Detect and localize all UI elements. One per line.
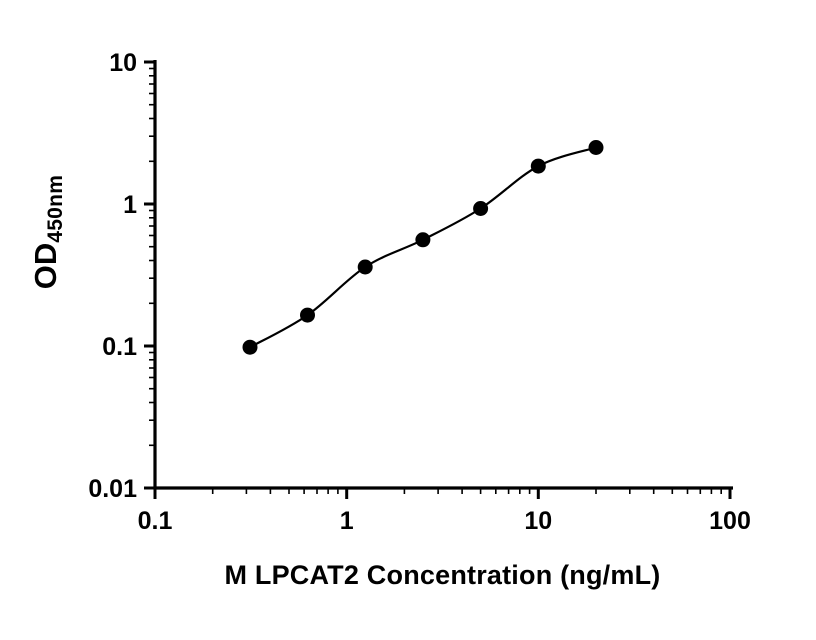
data-point-marker <box>530 158 546 174</box>
y-axis-title-subscript: 450nm <box>44 174 67 243</box>
data-point-marker <box>415 232 431 248</box>
data-point-marker <box>357 259 373 275</box>
data-point-marker <box>300 307 315 323</box>
x-axis-title: M LPCAT2 Concentration (ng/mL) <box>224 560 661 590</box>
svg-text:0.01: 0.01 <box>88 475 137 503</box>
svg-text:10: 10 <box>109 49 137 77</box>
svg-text:10: 10 <box>524 507 552 535</box>
svg-text:0.1: 0.1 <box>102 333 137 361</box>
y-axis-title-main: OD <box>28 242 63 290</box>
svg-text:1: 1 <box>340 507 354 535</box>
data-point-marker <box>588 140 604 155</box>
y-axis-title-text: OD450nm <box>28 175 68 290</box>
svg-text:0.1: 0.1 <box>138 507 173 535</box>
svg-text:100: 100 <box>709 507 751 535</box>
data-point-marker <box>473 201 489 216</box>
data-point-marker <box>242 339 258 355</box>
svg-text:1: 1 <box>123 191 137 219</box>
